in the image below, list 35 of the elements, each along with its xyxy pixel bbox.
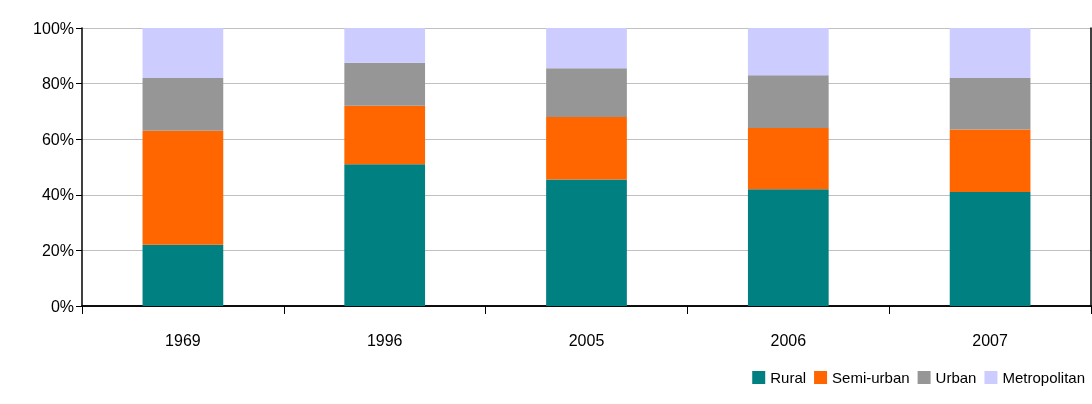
x-tick-label: 2007 xyxy=(972,331,1008,349)
bar xyxy=(949,28,1031,79)
bar xyxy=(344,62,426,106)
bar xyxy=(344,28,426,63)
bar xyxy=(344,164,426,306)
y-tick-label: 60% xyxy=(41,130,74,148)
bar xyxy=(949,129,1031,193)
bar xyxy=(546,116,627,180)
y-tick-label: 100% xyxy=(33,19,74,37)
bar xyxy=(747,28,829,76)
bar xyxy=(142,28,224,79)
y-tick-label: 40% xyxy=(41,186,74,204)
x-tick-label: 2005 xyxy=(568,331,605,349)
bar xyxy=(142,78,224,131)
y-tick-label: 80% xyxy=(41,75,74,93)
bar xyxy=(747,128,829,190)
x-tick-label: 1969 xyxy=(165,331,201,349)
bar xyxy=(142,244,224,306)
y-tick-label: 0% xyxy=(50,297,74,315)
y-tick-label: 20% xyxy=(41,241,74,259)
bar xyxy=(747,189,829,306)
bar xyxy=(344,105,426,165)
bar xyxy=(949,192,1031,306)
bar xyxy=(747,75,829,129)
x-tick-label: 2006 xyxy=(770,331,807,349)
legend-label: Urban xyxy=(935,369,977,386)
legend-label: Rural xyxy=(770,369,807,386)
bar xyxy=(546,28,627,69)
x-tick-label: 1996 xyxy=(366,331,403,349)
bar xyxy=(142,130,224,245)
bar xyxy=(546,68,627,117)
bar xyxy=(949,78,1031,130)
legend-label: Semi-urban xyxy=(832,369,910,386)
bar xyxy=(546,179,627,306)
legend-label: Metropolitan xyxy=(1002,369,1085,386)
